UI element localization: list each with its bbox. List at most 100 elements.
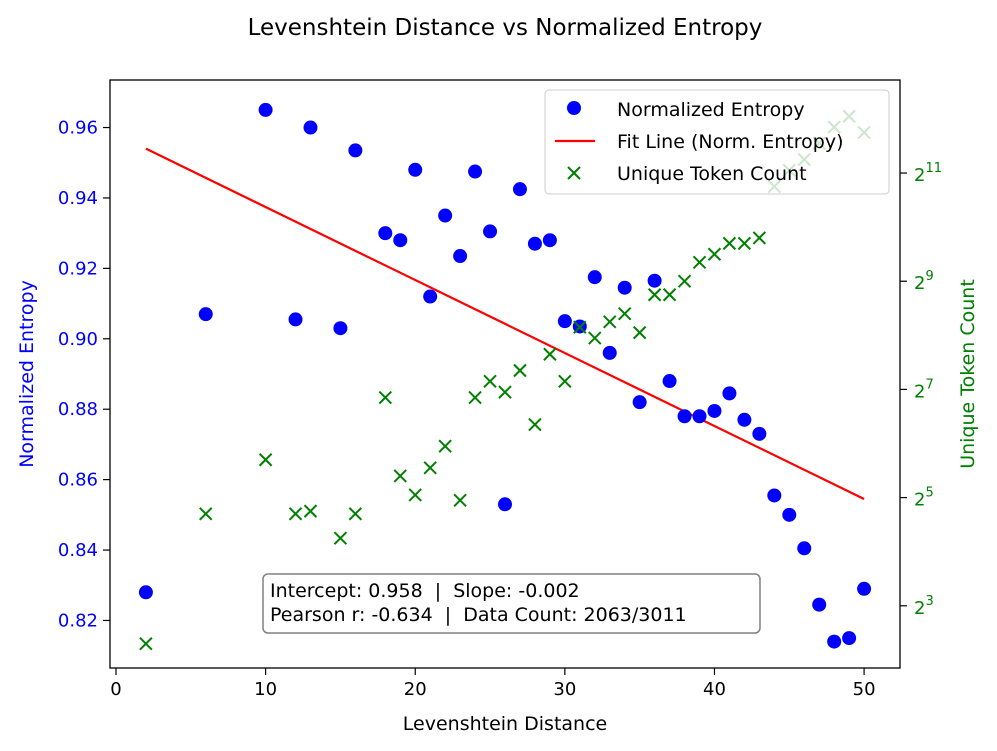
x-tick-label: 20 [404, 679, 427, 700]
token-count-point-stroke [139, 636, 153, 651]
entropy-point [438, 208, 453, 223]
x-tick-label: 40 [703, 679, 726, 700]
token-count-point [513, 363, 527, 378]
legend-label-entropy: Normalized Entropy [617, 99, 805, 121]
y-tick-label: 0.90 [58, 329, 98, 350]
token-count-point [647, 288, 662, 302]
token-count-point [438, 439, 452, 453]
entropy-point [842, 631, 857, 646]
token-count-point-stroke [393, 469, 407, 483]
token-count-point [722, 236, 737, 251]
token-count-point [737, 236, 752, 251]
token-count-point [573, 320, 587, 334]
token-count-point [692, 255, 707, 270]
token-count-point-stroke [722, 236, 737, 251]
entropy-point [632, 395, 647, 410]
token-count-point [258, 453, 273, 467]
legend-marker-tokens [567, 166, 581, 180]
y2-tick-base: 2 [914, 273, 925, 294]
token-count-point-stroke [558, 374, 572, 389]
entropy-point [498, 497, 512, 512]
y-tick-label: 0.96 [58, 118, 98, 139]
stats-annotation-line2: Pearson r: -0.634 | Data Count: 2063/301… [270, 604, 687, 626]
entropy-point [662, 374, 677, 389]
y2-tick-base: 2 [914, 165, 925, 186]
token-count-point [603, 315, 617, 329]
entropy-point [378, 226, 393, 241]
plot-frame [109, 79, 901, 669]
x-axis-label: Levenshtein Distance [403, 713, 607, 735]
token-count-point [348, 507, 363, 521]
entropy-point [542, 233, 557, 248]
y2-tick-exponent: 5 [925, 486, 933, 501]
token-count-point [333, 531, 348, 545]
y2-tick-exponent: 11 [925, 161, 942, 176]
token-count-point-stroke [483, 374, 497, 389]
token-count-point [139, 636, 153, 651]
token-count-point-stroke [468, 390, 482, 405]
token-count-point-stroke [573, 320, 587, 334]
y2-tick-exponent: 9 [925, 269, 933, 284]
chart-title: Levenshtein Distance vs Normalized Entro… [248, 15, 763, 41]
y2-tick-label: 25 [914, 486, 934, 511]
entropy-point [707, 403, 722, 418]
token-count-point-stroke [498, 385, 512, 399]
token-count-point-stroke [752, 231, 767, 245]
entropy-point [737, 412, 752, 427]
series-layer [138, 102, 872, 651]
x-tick-label: 10 [254, 679, 277, 700]
token-count-point [558, 374, 572, 389]
x-tick-label: 30 [553, 679, 576, 700]
token-count-point-stroke [528, 417, 542, 432]
y2-tick-label: 27 [914, 377, 934, 402]
legend-label-tokens: Unique Token Count [617, 163, 807, 185]
x-axis: 0 10 20 30 40 50 [110, 668, 876, 700]
entropy-point [692, 409, 707, 424]
token-count-point [498, 385, 512, 399]
entropy-point [198, 307, 213, 322]
token-count-point [378, 390, 393, 405]
token-count-point-stroke [333, 531, 348, 545]
token-count-point-stroke [258, 453, 273, 467]
y2-axis-label: Unique Token Count [957, 279, 979, 469]
entropy-point [857, 581, 872, 596]
token-count-point [543, 347, 557, 361]
token-count-point [393, 469, 407, 483]
entropy-point [393, 233, 408, 248]
token-count-point-stroke [543, 347, 557, 361]
token-count-point-stroke [288, 507, 303, 521]
token-count-point-stroke [662, 288, 677, 302]
token-count-point-stroke [692, 255, 707, 270]
entropy-point [527, 236, 542, 251]
entropy-point [408, 162, 423, 177]
token-count-point-stroke [737, 236, 752, 251]
fit-line [145, 147, 865, 500]
entropy-point [138, 585, 153, 600]
token-count-point [632, 325, 647, 340]
y2-tick-base: 2 [914, 381, 925, 402]
token-count-point-stroke [588, 331, 602, 345]
entropy-point [587, 270, 602, 285]
y-tick-label: 0.82 [58, 610, 98, 631]
entropy-point [483, 224, 498, 239]
y-tick-label: 0.86 [58, 470, 98, 491]
entropy-point [303, 120, 318, 135]
token-count-point [528, 417, 542, 432]
token-count-point [468, 390, 482, 405]
entropy-point [512, 182, 527, 197]
stats-annotation: Intercept: 0.958 | Slope: -0.002 Pearson… [262, 573, 761, 634]
token-count-point [453, 493, 467, 508]
stats-annotation-line1: Intercept: 0.958 | Slope: -0.002 [270, 580, 580, 602]
y2-tick-exponent: 7 [925, 377, 933, 392]
y-tick-label: 0.84 [58, 540, 98, 561]
token-count-point-stroke [707, 247, 722, 261]
entropy-point [767, 488, 782, 503]
entropy-point [288, 312, 303, 327]
token-count-point [199, 507, 213, 521]
entropy-point [722, 386, 737, 401]
y2-tick-base: 2 [914, 598, 925, 619]
entropy-point [348, 143, 363, 158]
legend-label-fit: Fit Line (Norm. Entropy) [617, 131, 844, 153]
legend-marker-entropy [567, 101, 581, 115]
